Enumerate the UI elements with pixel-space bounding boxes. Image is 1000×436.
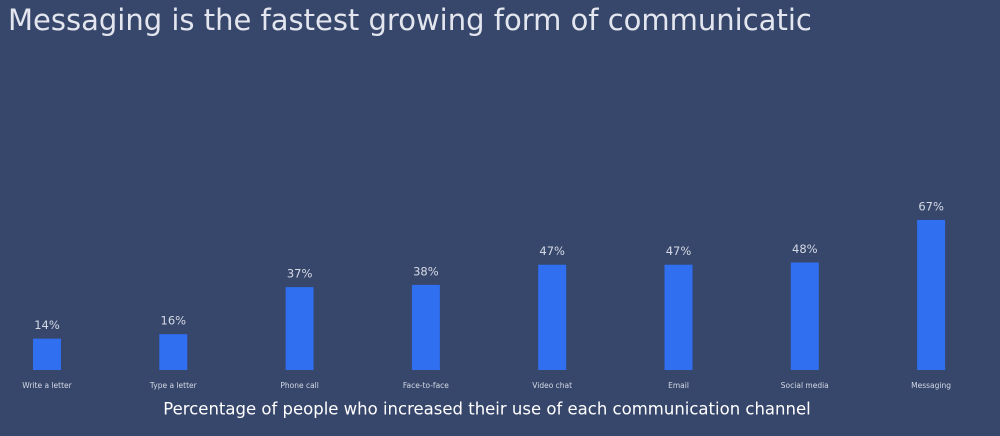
value-label: 47%	[539, 244, 565, 258]
x-tick-label: Phone call	[280, 381, 319, 390]
value-label: 16%	[161, 314, 187, 328]
value-label: 48%	[792, 242, 818, 256]
value-label: 67%	[918, 199, 944, 213]
chart-title: Messaging is the fastest growing form of…	[8, 3, 812, 37]
x-tick-label: Social media	[781, 381, 829, 390]
x-tick-label: Video chat	[532, 381, 572, 390]
value-label: 14%	[34, 318, 60, 332]
bar	[159, 334, 188, 370]
x-tick-label: Face-to-face	[403, 381, 449, 390]
value-label: 37%	[287, 267, 313, 281]
bar	[33, 338, 61, 370]
value-label: 38%	[413, 264, 439, 278]
x-tick-label: Messaging	[911, 381, 951, 390]
x-tick-label: Write a letter	[22, 381, 72, 390]
x-axis-label: Percentage of people who increased their…	[163, 400, 810, 419]
bar	[538, 264, 567, 370]
bar	[664, 264, 693, 370]
bar	[790, 262, 819, 370]
value-label: 47%	[666, 244, 692, 258]
bar	[411, 284, 440, 370]
x-tick-label: Type a letter	[149, 381, 198, 390]
x-tick-label: Email	[668, 381, 689, 390]
bar	[917, 219, 946, 370]
bar	[285, 287, 314, 370]
